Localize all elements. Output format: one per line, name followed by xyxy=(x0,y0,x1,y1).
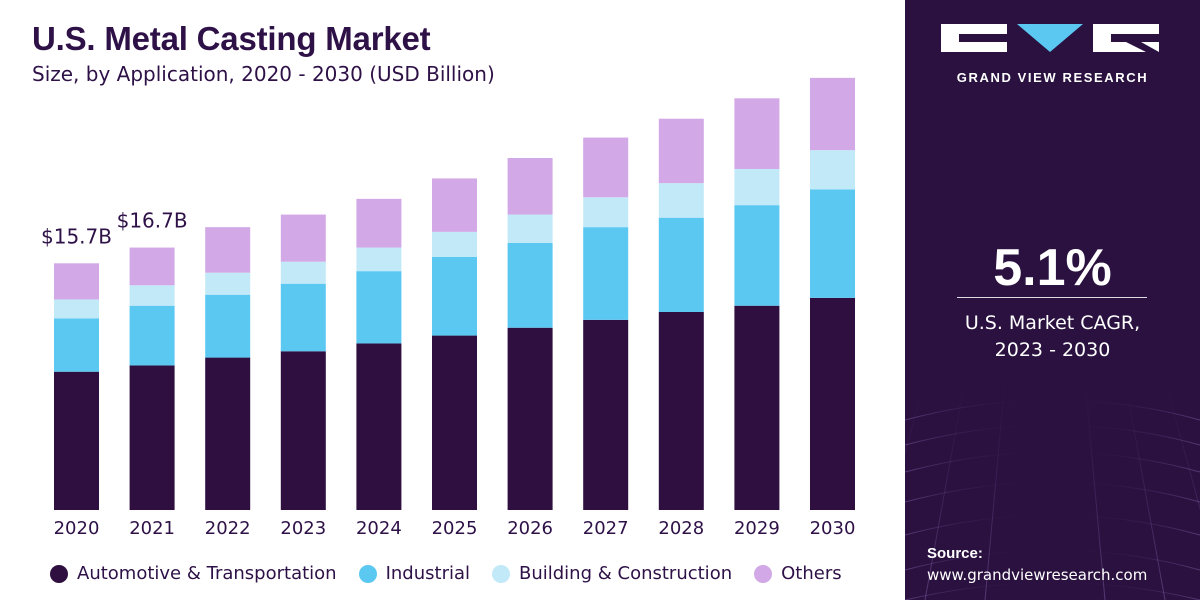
bar-2020-series-3 xyxy=(54,263,99,300)
bar-chart: 2020 2021 2022 2023 2024 2025 2026 2027 2028 2029… xyxy=(41,77,856,539)
bar-2029-series-1 xyxy=(734,205,780,306)
cagr-divider xyxy=(957,297,1147,298)
brand-name: GRAND VIEW RESEARCH xyxy=(956,70,1149,85)
bar-2023-series-2 xyxy=(280,261,326,284)
bar-2022-series-3 xyxy=(205,227,251,273)
bar-2021-series-0 xyxy=(129,365,175,510)
bar-2021-series-2 xyxy=(129,285,175,306)
bar-2030-series-1 xyxy=(810,189,855,298)
bar-2025-series-0 xyxy=(432,335,477,510)
source-link[interactable]: www.grandviewresearch.com xyxy=(927,566,1148,584)
bar-2030-series-0 xyxy=(810,297,855,510)
legend-swatch xyxy=(50,564,68,583)
bar-2029-series-0 xyxy=(734,305,780,510)
bar-2026-series-2 xyxy=(507,214,553,243)
legend-label: Automotive & Transportation xyxy=(77,563,337,584)
bar-2024-series-0 xyxy=(356,343,402,510)
chart-area: U.S. Metal Casting Market Size, by Appli… xyxy=(32,20,864,584)
x-tick-label: 2028 xyxy=(658,518,704,539)
bar-2024-series-3 xyxy=(356,198,402,248)
info-panel: GRAND VIEW RESEARCH 5.1% U.S. Market CAG… xyxy=(905,0,1200,600)
bar-2028-series-2 xyxy=(658,183,704,218)
bar-2024-series-1 xyxy=(356,271,402,344)
bar-2021-series-3 xyxy=(129,247,175,286)
bar-2025-series-3 xyxy=(432,178,477,232)
bar-2027-series-3 xyxy=(583,137,629,198)
bar-2020-series-0 xyxy=(54,371,99,510)
bar-2021-series-1 xyxy=(129,305,175,366)
legend-swatch xyxy=(358,564,377,583)
legend-swatch xyxy=(492,564,510,583)
bar-2027-series-2 xyxy=(583,197,629,228)
bar-2028-series-1 xyxy=(658,217,704,312)
bar-2027-series-1 xyxy=(583,227,629,320)
legend-swatch xyxy=(754,564,773,583)
grid-background xyxy=(905,379,1200,600)
bar-2020-series-1 xyxy=(54,318,99,372)
bar-2022-series-2 xyxy=(205,272,251,295)
x-tick-label: 2020 xyxy=(54,518,100,539)
x-tick-label: 2027 xyxy=(583,518,629,539)
legend-item-3: Others xyxy=(754,563,842,584)
bar-2029-series-3 xyxy=(734,98,780,169)
x-tick-label: 2023 xyxy=(280,518,326,539)
x-tick-label: 2030 xyxy=(810,518,856,539)
bar-2025-series-1 xyxy=(432,257,477,336)
legend-label: Industrial xyxy=(385,563,470,584)
bar-2022-series-1 xyxy=(205,294,251,358)
cagr-label: U.S. Market CAGR, 2023 - 2030 xyxy=(905,310,1200,364)
bar-2026-series-3 xyxy=(507,158,553,215)
cagr-value: 5.1% xyxy=(993,239,1112,297)
data-label-2021: $16.7B xyxy=(117,209,188,233)
legend-item-0: Automotive & Transportation xyxy=(50,563,337,584)
x-tick-label: 2029 xyxy=(734,518,780,539)
x-tick-label: 2022 xyxy=(205,518,251,539)
bar-2020-series-2 xyxy=(54,299,99,319)
legend-label: Others xyxy=(781,563,842,584)
legend-item-2: Building & Construction xyxy=(492,563,732,584)
cagr-label-line2: 2023 - 2030 xyxy=(994,339,1111,361)
legend-item-1: Industrial xyxy=(358,563,470,584)
bar-2023-series-1 xyxy=(280,283,326,352)
bar-2028-series-3 xyxy=(658,118,704,184)
data-label-2020: $15.7B xyxy=(41,224,112,248)
bar-2026-series-0 xyxy=(507,327,553,510)
bar-2026-series-1 xyxy=(507,242,553,328)
bar-2023-series-3 xyxy=(280,214,326,262)
chart-title: U.S. Metal Casting Market xyxy=(32,20,431,57)
bar-2023-series-0 xyxy=(280,351,326,510)
x-tick-label: 2026 xyxy=(507,518,553,539)
bar-2024-series-2 xyxy=(356,247,402,272)
gvr-logo xyxy=(941,24,1159,52)
bar-2025-series-2 xyxy=(432,231,477,257)
x-tick-label: 2025 xyxy=(432,518,478,539)
bar-2028-series-0 xyxy=(658,312,704,510)
x-tick-label: 2021 xyxy=(129,518,175,539)
bar-2027-series-0 xyxy=(583,319,629,510)
legend-label: Building & Construction xyxy=(519,563,733,584)
chart-subtitle: Size, by Application, 2020 - 2030 (USD B… xyxy=(32,62,495,86)
bar-2030-series-3 xyxy=(810,77,855,151)
bar-2029-series-2 xyxy=(734,169,780,206)
bar-2022-series-0 xyxy=(205,357,251,510)
bar-2030-series-2 xyxy=(810,150,855,190)
cagr-label-line1: U.S. Market CAGR, xyxy=(964,312,1141,334)
source-label: Source: xyxy=(927,545,983,562)
chart-legend: Automotive & Transportation Industrial Bui… xyxy=(50,563,864,584)
x-tick-label: 2024 xyxy=(356,518,402,539)
logo-letter-v xyxy=(1017,24,1083,52)
